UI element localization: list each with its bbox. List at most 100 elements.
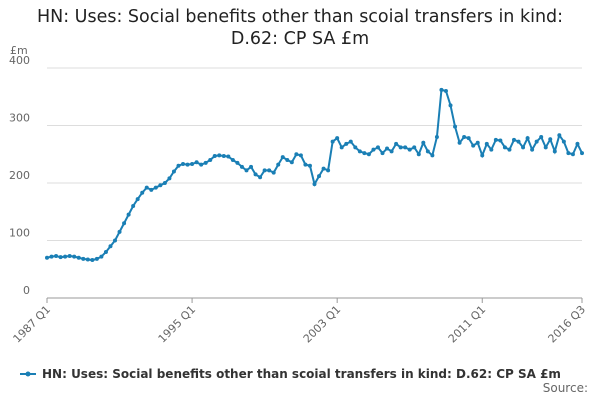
data-point [399,145,403,149]
data-point [449,103,453,107]
data-point [517,140,521,144]
data-point [580,151,584,155]
data-point [539,135,543,139]
y-tick-label: 0 [23,284,30,297]
data-point [122,221,126,225]
data-point [294,152,298,156]
data-point [72,255,76,259]
data-point [131,204,135,208]
data-point [530,148,534,152]
data-point [371,148,375,152]
data-point [299,153,303,157]
data-point [272,171,276,175]
data-point [480,153,484,157]
data-point [81,257,85,261]
series-line [47,90,582,260]
data-point [412,145,416,149]
data-point [535,140,539,144]
data-point [317,174,321,178]
data-point [186,163,190,167]
legend-label: HN: Uses: Social benefits other than sco… [42,367,561,381]
data-point [390,149,394,153]
data-point [485,142,489,146]
data-point [136,197,140,201]
data-point [63,255,67,259]
data-point [281,155,285,159]
x-tick-label: 2011 Q1 [446,303,489,346]
data-point [362,151,366,155]
y-tick-label: 100 [9,227,30,240]
data-point [326,168,330,172]
y-tick-label: 400 [9,54,30,67]
data-point [190,162,194,166]
data-point [149,188,153,192]
data-point [108,244,112,248]
data-point [476,141,480,145]
data-point [489,148,493,152]
data-point [99,255,103,259]
data-point [222,154,226,158]
data-point [435,135,439,139]
data-point [244,168,248,172]
data-point [217,153,221,157]
data-point [376,145,380,149]
data-point [507,148,511,152]
data-point [240,165,244,169]
data-point [385,147,389,151]
data-point [498,138,502,142]
data-point [235,161,239,165]
data-point [140,191,144,195]
data-point [195,160,199,164]
data-point [86,257,90,261]
data-point [544,145,548,149]
data-point [394,142,398,146]
data-point [145,186,149,190]
data-point [562,140,566,144]
data-point [54,254,58,258]
data-point [453,125,457,129]
x-tick-label: 1995 Q1 [156,303,199,346]
data-point [90,258,94,262]
data-point [204,161,208,165]
data-point [208,158,212,162]
data-point [163,181,167,185]
data-point [118,230,122,234]
data-point [462,135,466,139]
data-point [512,138,516,142]
data-point [176,164,180,168]
x-tick-label: 2003 Q1 [301,303,344,346]
data-point [408,148,412,152]
data-point [367,152,371,156]
data-point [285,158,289,162]
data-point [254,172,258,176]
data-point [249,165,253,169]
legend-dot [26,372,31,377]
data-point [358,149,362,153]
data-point [403,145,407,149]
data-point [526,136,530,140]
data-point [575,142,579,146]
data-point [353,145,357,149]
data-point [439,88,443,92]
data-point [467,136,471,140]
data-point [308,164,312,168]
data-point [167,176,171,180]
data-point [172,170,176,174]
data-point [127,213,131,217]
data-point [68,254,72,258]
data-point [344,142,348,146]
data-point [426,149,430,153]
data-point [213,154,217,158]
data-point [95,257,99,261]
data-point [59,255,63,259]
data-point [566,151,570,155]
data-point [154,186,158,190]
data-point [458,141,462,145]
data-point [381,151,385,155]
data-point [548,137,552,141]
data-point [181,162,185,166]
data-point [290,160,294,164]
data-point [226,155,230,159]
data-point [335,136,339,140]
